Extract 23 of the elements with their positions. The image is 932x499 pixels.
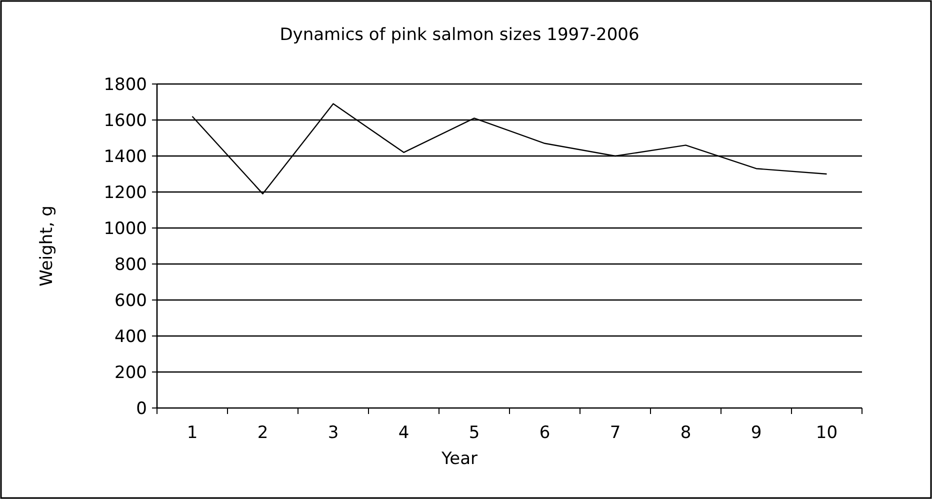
y-tick-label: 800 [114, 255, 147, 275]
y-tick-label: 400 [114, 327, 147, 347]
x-tick-label: 1 [186, 423, 198, 443]
x-tick-label: 10 [816, 423, 838, 443]
y-tick-label: 1600 [104, 111, 147, 131]
x-tick-label: 9 [750, 423, 762, 443]
y-tick-label: 200 [114, 363, 147, 383]
y-tick-label: 0 [136, 399, 147, 419]
y-tick-label: 1200 [104, 183, 147, 203]
x-tick-label: 7 [610, 423, 621, 443]
x-tick-label: 5 [468, 423, 480, 443]
y-tick-label: 600 [114, 291, 147, 311]
x-axis-title: Year [440, 449, 478, 469]
x-tick-label: 6 [539, 423, 550, 443]
y-tick-label: 1000 [104, 219, 147, 239]
y-axis-title: Weight, g [37, 206, 57, 286]
x-tick-label: 3 [328, 423, 339, 443]
x-tick-label: 8 [680, 423, 692, 443]
x-tick-label: 4 [398, 423, 410, 443]
y-tick-label: 1800 [104, 75, 147, 95]
y-tick-label: 1400 [104, 147, 147, 167]
chart-title: Dynamics of pink salmon sizes 1997-2006 [280, 25, 640, 45]
x-tick-label: 2 [257, 423, 268, 443]
